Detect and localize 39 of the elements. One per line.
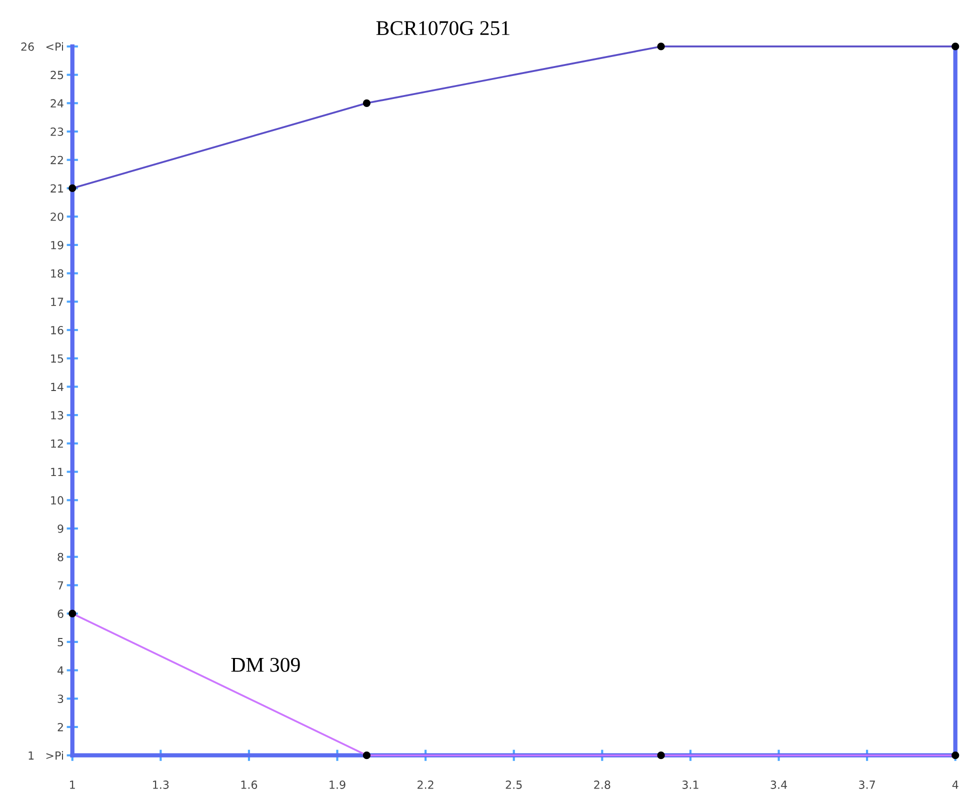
y-tick-label: 25 — [50, 70, 64, 80]
series-label: DM 309 — [231, 658, 300, 672]
x-tick-label: 3.1 — [682, 780, 698, 789]
y-tick-label: 1 >Pi — [28, 751, 63, 760]
y-tick-label: 12 — [51, 439, 63, 448]
y-tick-label: 7 — [58, 581, 64, 590]
y-tick-label: 17 — [51, 298, 64, 306]
y-tick-label: 16 — [51, 326, 64, 334]
y-tick-label: 13 — [51, 411, 64, 420]
y-tick-label: 8 — [58, 552, 64, 562]
y-tick-label: 6 — [58, 610, 64, 618]
y-tick-label: 2 — [58, 722, 63, 732]
x-tick-label: 2.5 — [506, 780, 522, 789]
y-tick-label: 3 — [58, 694, 64, 704]
y-tick-label: 21 — [50, 184, 64, 192]
y-tick-label: 5 — [58, 638, 64, 646]
y-tick-label: 9 — [58, 524, 64, 533]
x-tick-label: 2.2 — [418, 780, 434, 789]
y-tick-label: 18 — [51, 269, 64, 278]
y-tick-label: 20 — [50, 212, 64, 221]
x-tick-label: 3.7 — [859, 780, 875, 789]
y-tick-label: 19 — [51, 240, 64, 250]
x-tick-label: 1 — [70, 780, 75, 789]
y-tick-label: 22 — [50, 156, 63, 164]
y-tick-label: 10 — [51, 496, 64, 505]
series-label: BCR1070G 251 — [376, 21, 510, 36]
y-tick-label: 4 — [58, 666, 64, 674]
y-tick-label: 26 <Pi — [21, 42, 63, 51]
y-tick-label: 15 — [51, 354, 64, 363]
x-tick-label: 1.9 — [330, 780, 346, 789]
x-tick-label: 1.3 — [153, 780, 169, 789]
y-tick-label: 23 — [50, 128, 64, 136]
y-tick-label: 11 — [51, 468, 64, 476]
x-tick-label: 1.6 — [241, 780, 258, 789]
x-tick-label: 4 — [952, 780, 958, 789]
y-tick-label: 14 — [51, 382, 64, 391]
x-tick-label: 2.8 — [594, 780, 610, 789]
y-tick-label: 24 — [50, 99, 64, 108]
x-tick-label: 3.4 — [770, 780, 787, 789]
